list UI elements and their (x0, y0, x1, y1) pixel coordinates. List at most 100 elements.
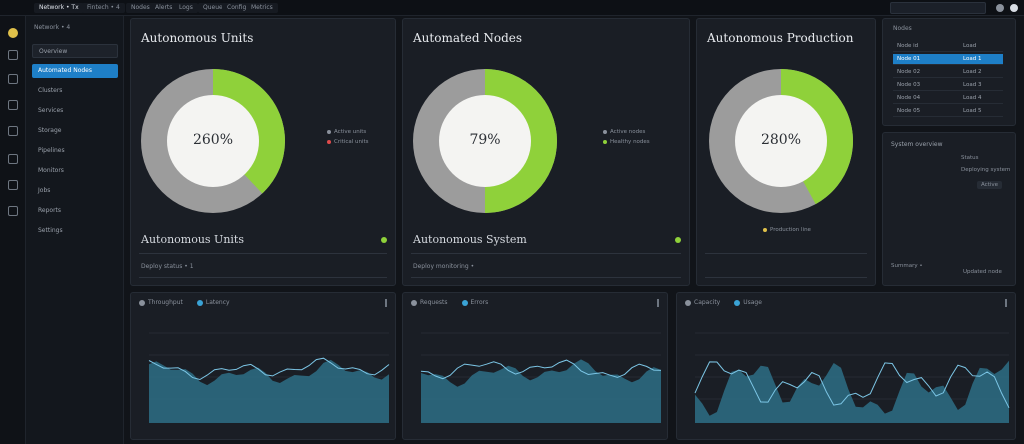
table-cell: Node 04 (897, 95, 921, 101)
status-dot-icon (675, 237, 681, 243)
search-input[interactable] (890, 2, 986, 14)
table-cell: Load 1 (963, 56, 982, 62)
table-cell: Node 05 (897, 108, 921, 114)
divider (411, 277, 681, 278)
overview-title: System overview (891, 141, 943, 148)
donut-panel-footer-title: Autonomous Units (141, 233, 244, 246)
sidebar-item-3[interactable]: Services (38, 107, 64, 114)
legend-dot-icon (603, 139, 607, 144)
donut-chart (413, 69, 557, 213)
avatar[interactable] (1010, 4, 1018, 12)
donut-panel-0: Autonomous Units 260% Active units Critical… (130, 18, 396, 286)
overview-footer-left: Summary • (891, 263, 923, 269)
legend-item: Active units (327, 129, 366, 135)
sidebar-item-9[interactable]: Settings (38, 227, 63, 234)
sidebar: Network • 4 Overview Automated Nodes Clust… (26, 16, 124, 444)
overview-line-1: Status (961, 155, 979, 161)
more-options-icon[interactable] (657, 299, 659, 307)
sidebar-item-7[interactable]: Jobs (38, 187, 51, 194)
chart-legend: Capacity Usage (685, 299, 762, 306)
overview-badge[interactable]: Active (977, 181, 1003, 189)
layers-icon[interactable] (8, 180, 18, 190)
donut-panel-footer-title: Autonomous System (413, 233, 527, 246)
legend-dot-icon (139, 299, 145, 306)
home-icon[interactable] (8, 28, 18, 38)
donut-panel-footer-sub: Deploy status • 1 (141, 263, 194, 270)
table-row[interactable]: Node 03 Load 3 (893, 80, 1003, 91)
divider (705, 253, 867, 254)
donut-panel-title: Autonomous Units (141, 31, 254, 45)
sidebar-item-1[interactable]: Automated Nodes (32, 64, 118, 78)
legend-dot-icon (411, 299, 417, 306)
donut-panel-1: Automated Nodes 79% Active nodes Healthy no… (402, 18, 690, 286)
table-cell: Load 4 (963, 95, 982, 101)
table-row[interactable]: Node id Load (893, 41, 1003, 52)
more-options-icon[interactable] (385, 299, 387, 307)
legend-item: Production line (763, 227, 811, 233)
timeseries-chart (420, 332, 662, 423)
nodes-table-panel: Nodes Node id Load Node 01 Load 1 Node 02 Loa… (882, 18, 1016, 126)
nodes-table-header: Nodes (893, 25, 912, 32)
area-series (149, 359, 389, 423)
sidebar-item-8[interactable]: Reports (38, 207, 62, 214)
tab-6[interactable]: Config (222, 3, 252, 13)
tab-2[interactable]: Nodes (126, 3, 155, 13)
legend-dot-icon (327, 139, 331, 144)
table-cell: Load 3 (963, 82, 982, 88)
donut-value-label: 280% (760, 132, 802, 148)
table-cell: Node id (897, 43, 919, 49)
table-row[interactable]: Node 01 Load 1 (893, 54, 1003, 65)
list-icon[interactable] (8, 154, 18, 164)
timeseries-panel-0: Throughput Latency (130, 292, 396, 440)
tab-7[interactable]: Metrics (246, 3, 278, 13)
donut-value-label: 260% (192, 132, 234, 148)
sidebar-item-6[interactable]: Monitors (38, 167, 64, 174)
table-cell: Load (963, 43, 977, 49)
folder-icon[interactable] (8, 100, 18, 110)
tab-4[interactable]: Logs (174, 3, 198, 13)
chart-legend-label: Errors (470, 299, 489, 306)
legend-item: Healthy nodes (603, 139, 650, 145)
table-row[interactable]: Node 04 Load 4 (893, 93, 1003, 104)
divider (705, 277, 867, 278)
sidebar-item-5[interactable]: Pipelines (38, 147, 65, 154)
table-row[interactable]: Node 05 Load 5 (893, 106, 1003, 117)
table-row[interactable]: Node 02 Load 2 (893, 67, 1003, 78)
tab-1[interactable]: Fintech • 4 (82, 3, 125, 13)
divider (411, 253, 681, 254)
area-series (695, 360, 1009, 423)
chart-legend-label: Requests (420, 299, 448, 306)
chart-legend-label: Throughput (148, 299, 183, 306)
legend-dot-icon (327, 129, 331, 134)
sidebar-item-4[interactable]: Storage (38, 127, 62, 134)
sidebar-item-2[interactable]: Clusters (38, 87, 63, 94)
top-bar: Network • Tx Fintech • 4 Nodes Alerts Logs Qu… (0, 0, 1024, 16)
table-cell: Load 5 (963, 108, 982, 114)
legend-dot-icon (603, 129, 607, 134)
donut-panel-footer-sub: Deploy monitoring • (413, 263, 475, 270)
sidebar-item-0[interactable]: Overview (32, 44, 118, 58)
divider (139, 277, 387, 278)
donut-chart (709, 69, 853, 213)
settings-icon[interactable] (996, 4, 1004, 12)
chart-icon[interactable] (8, 74, 18, 84)
chart-legend-label: Usage (743, 299, 762, 306)
status-dot-icon (381, 237, 387, 243)
donut-hole (439, 95, 531, 187)
gear-icon[interactable] (8, 206, 18, 216)
tab-3[interactable]: Alerts (150, 3, 178, 13)
legend-label: Active nodes (610, 129, 646, 135)
tab-0[interactable]: Network • Tx (34, 3, 84, 13)
line-series (694, 361, 1010, 409)
line-series (420, 359, 662, 380)
more-options-icon[interactable] (1005, 299, 1007, 307)
document-icon[interactable] (8, 50, 18, 60)
timeseries-chart (694, 332, 1010, 423)
tab-5[interactable]: Queues (198, 3, 231, 13)
legend-dot-icon (734, 299, 741, 306)
divider (139, 253, 387, 254)
icon-rail (0, 16, 26, 444)
table-cell: Node 02 (897, 69, 921, 75)
grid-icon[interactable] (8, 126, 18, 136)
sidebar-header: Network • 4 (34, 24, 71, 31)
